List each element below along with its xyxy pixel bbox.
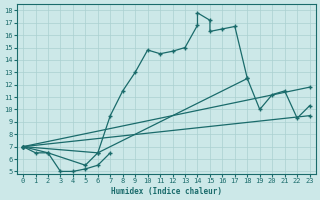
X-axis label: Humidex (Indice chaleur): Humidex (Indice chaleur) xyxy=(111,187,222,196)
